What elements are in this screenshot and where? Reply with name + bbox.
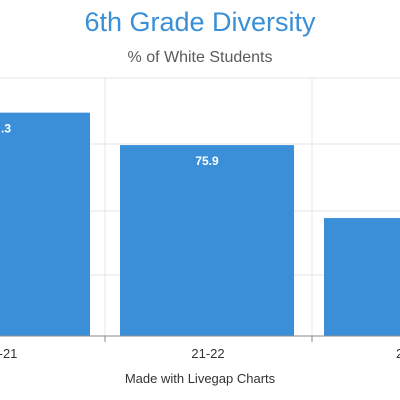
bar-20-21 — [0, 112, 90, 336]
chart-subtitle: % of White Students — [127, 49, 273, 66]
bar-21-22 — [120, 145, 294, 336]
chart-title: 6th Grade Diversity — [84, 7, 316, 37]
chart-credit: Made with Livegap Charts — [124, 371, 276, 386]
bars — [0, 112, 400, 336]
data-label-20-21: .3 — [1, 122, 11, 136]
x-tick-label-20-21: -21 — [0, 346, 17, 361]
x-axis: -21 21-22 2 — [0, 335, 400, 361]
bar-22-23 — [324, 218, 400, 336]
x-tick-label-21-22: 21-22 — [191, 346, 224, 361]
x-tick-label-22-23: 2 — [396, 346, 400, 361]
data-labels: .3 75.9 — [1, 122, 219, 168]
data-label-21-22: 75.9 — [195, 154, 219, 168]
